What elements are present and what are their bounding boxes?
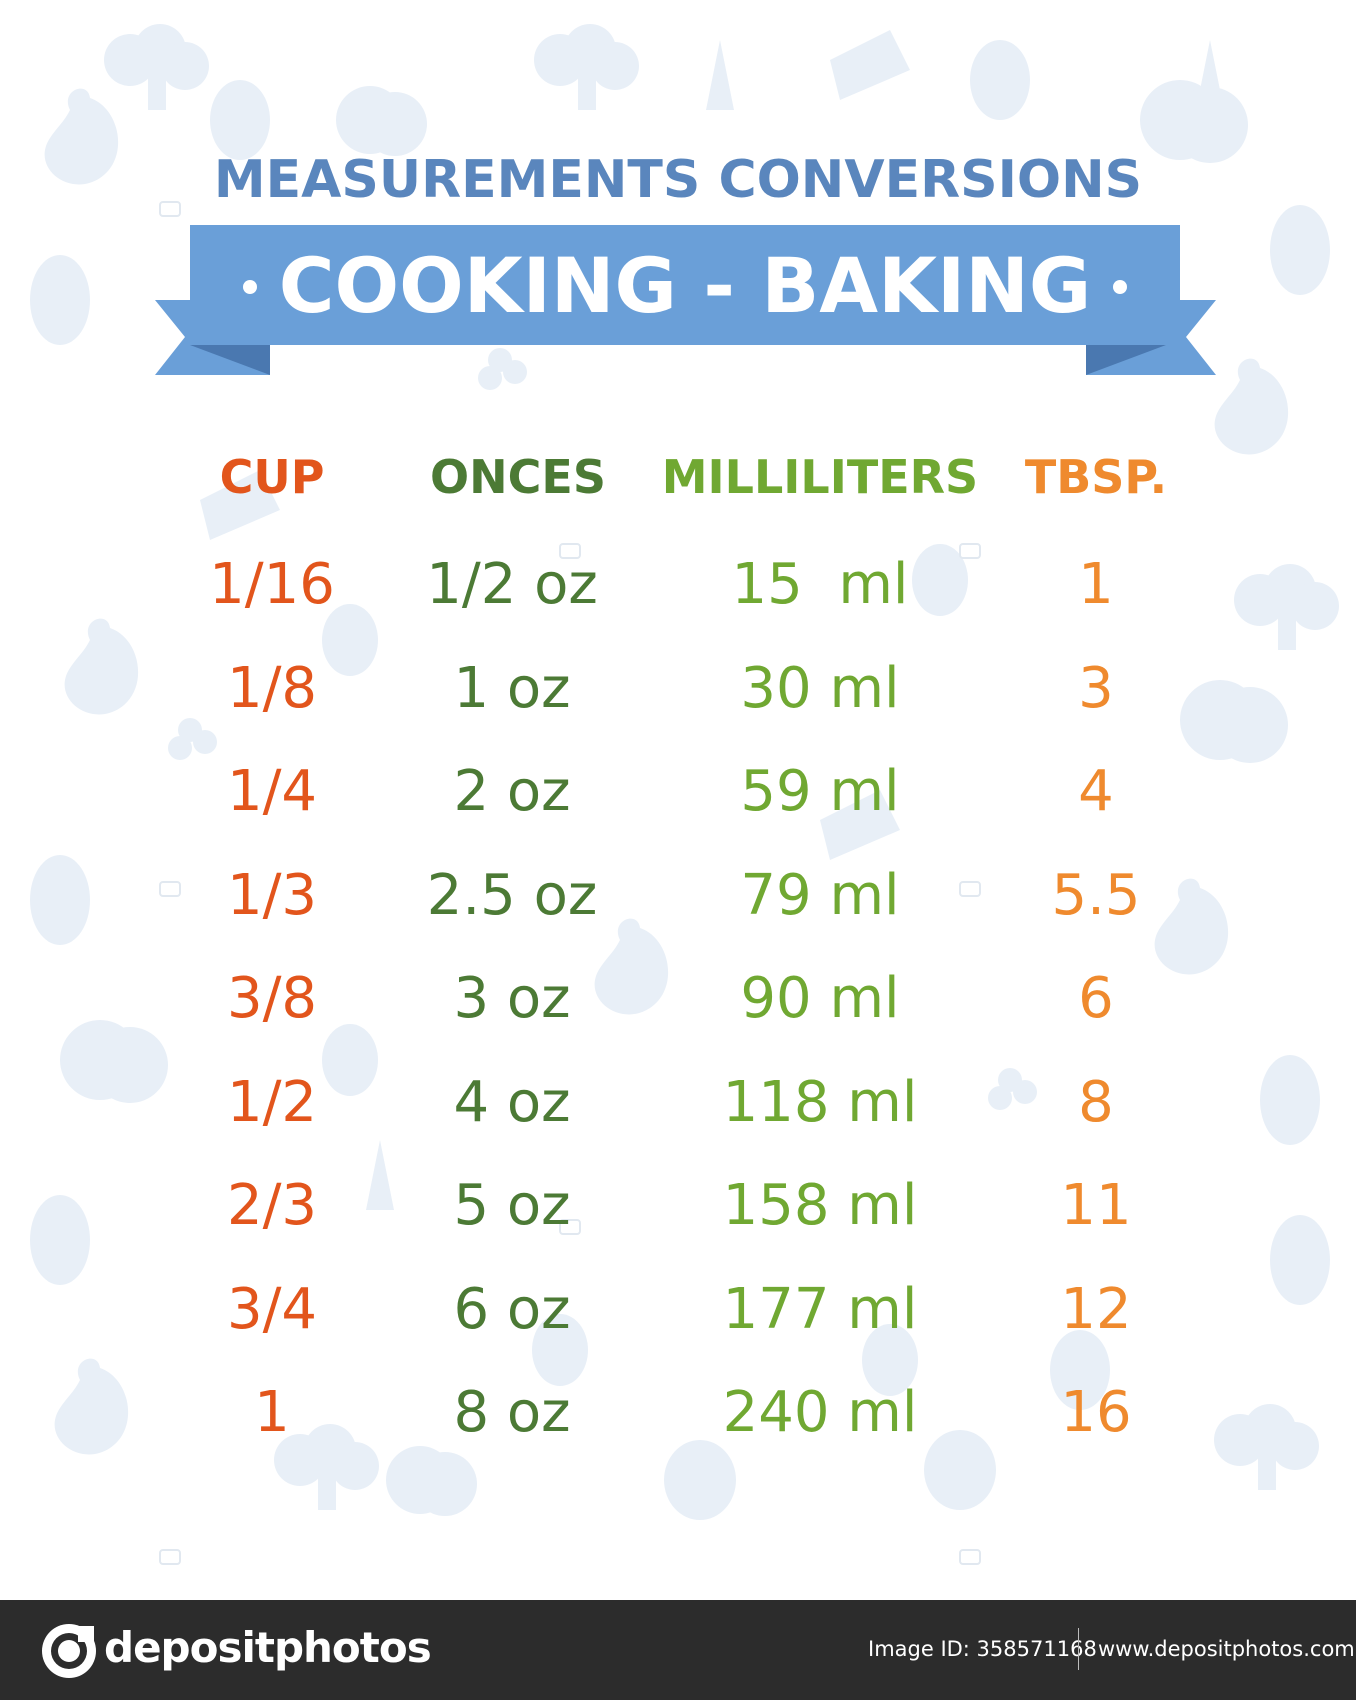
ribbon-band [190,225,1180,345]
pear-icon [54,1358,129,1455]
carrot-icon [366,1140,394,1210]
cup-value: 2/3 [226,1173,318,1238]
tbsp-value: 16 [1060,1380,1132,1445]
pear-icon [1154,878,1229,975]
pear-icon [44,88,119,185]
page-title: MEASUREMENTS CONVERSIONS [213,150,1143,210]
cup-value: 1/3 [226,863,318,928]
milliliters-value: 15 ml [731,552,909,617]
apple-icon [336,86,427,156]
camera-icon [159,881,181,897]
cup-value: 3/4 [226,1277,318,1342]
camera-icon [959,543,981,559]
cup-value: 1/2 [226,1070,318,1135]
image-id: Image ID: 358571168 [868,1637,1097,1661]
banner-label: COOKING - BAKING [278,241,1092,330]
ounces-value: 6 oz [453,1277,571,1342]
broccoli-icon [1214,1404,1319,1490]
ounces-value: 8 oz [453,1380,571,1445]
ribbon-banner [155,225,1216,375]
tbsp-value: 4 [1078,759,1114,824]
ounces-value: 4 oz [453,1070,571,1135]
parsley-icon [478,348,527,390]
cup-value: 1 [254,1380,290,1445]
cheese-icon [820,790,900,860]
broccoli-icon [534,24,639,110]
milliliters-value: 30 ml [740,656,900,721]
camera-icon [559,1219,581,1235]
cheese-icon [200,470,280,540]
bullet-dot [1113,280,1128,294]
milliliters-value: 240 ml [722,1380,918,1445]
parsley-icon [988,1068,1037,1110]
ounces-value: 2 oz [453,759,571,824]
column-header-ounces: ONCES [430,450,606,504]
ounces-value: 3 oz [453,966,571,1031]
broccoli-icon [274,1424,379,1510]
ounces-value: 2.5 oz [426,863,598,928]
ribbon-fold-left [190,345,270,375]
tbsp-value: 8 [1078,1070,1114,1135]
camera-icon [159,201,181,217]
column-header-cup: CUP [219,450,325,504]
pear-icon [64,618,139,715]
tbsp-value: 6 [1078,966,1114,1031]
milliliters-value: 177 ml [722,1277,918,1342]
apple-icon [386,1446,477,1516]
column-header-tbsp: TBSP. [1024,450,1168,504]
camera-icon [959,1549,981,1565]
food-pattern-background [30,24,1339,1565]
milliliters-value: 158 ml [722,1173,918,1238]
milliliters-value: 118 ml [722,1070,918,1135]
tbsp-value: 5.5 [1051,863,1141,928]
carrot-icon [706,40,734,110]
pear-icon [1214,358,1289,455]
brand-name: depositphotos [104,1623,432,1672]
footer-bar: depositphotos Image ID: 358571168 www.de… [0,1600,1356,1700]
bullet-dot [242,280,257,294]
website-link[interactable]: www.depositphotos.com [1098,1637,1355,1661]
tbsp-value: 12 [1060,1277,1132,1342]
apple-icon [1180,680,1288,763]
camera-icon [559,543,581,559]
ounces-value: 1 oz [453,656,571,721]
tbsp-value: 1 [1078,552,1114,617]
cup-value: 3/8 [226,966,318,1031]
tbsp-value: 3 [1078,656,1114,721]
milliliters-value: 90 ml [740,966,900,1031]
parsley-icon [168,718,217,760]
broccoli-icon [104,24,209,110]
milliliters-value: 59 ml [740,759,900,824]
carrot-icon [1196,40,1224,110]
cup-value: 1/4 [226,759,318,824]
ounces-value: 1/2 oz [426,552,598,617]
pear-icon [594,918,669,1015]
cup-value: 1/16 [209,552,335,617]
banner-title: COOKING - BAKING [190,236,1180,336]
depositphotos-logo-icon [42,1624,96,1678]
cheese-icon [830,30,910,100]
camera-icon [159,1549,181,1565]
ounces-value: 5 oz [453,1173,571,1238]
camera-icon [959,881,981,897]
footer-divider [1078,1628,1079,1670]
broccoli-icon [1234,564,1339,650]
apple-icon [60,1020,168,1103]
tbsp-value: 11 [1060,1173,1132,1238]
cup-value: 1/8 [226,656,318,721]
ribbon-fold-right [1086,345,1166,375]
column-header-milliliters: MILLILITERS [661,450,979,504]
milliliters-value: 79 ml [740,863,900,928]
